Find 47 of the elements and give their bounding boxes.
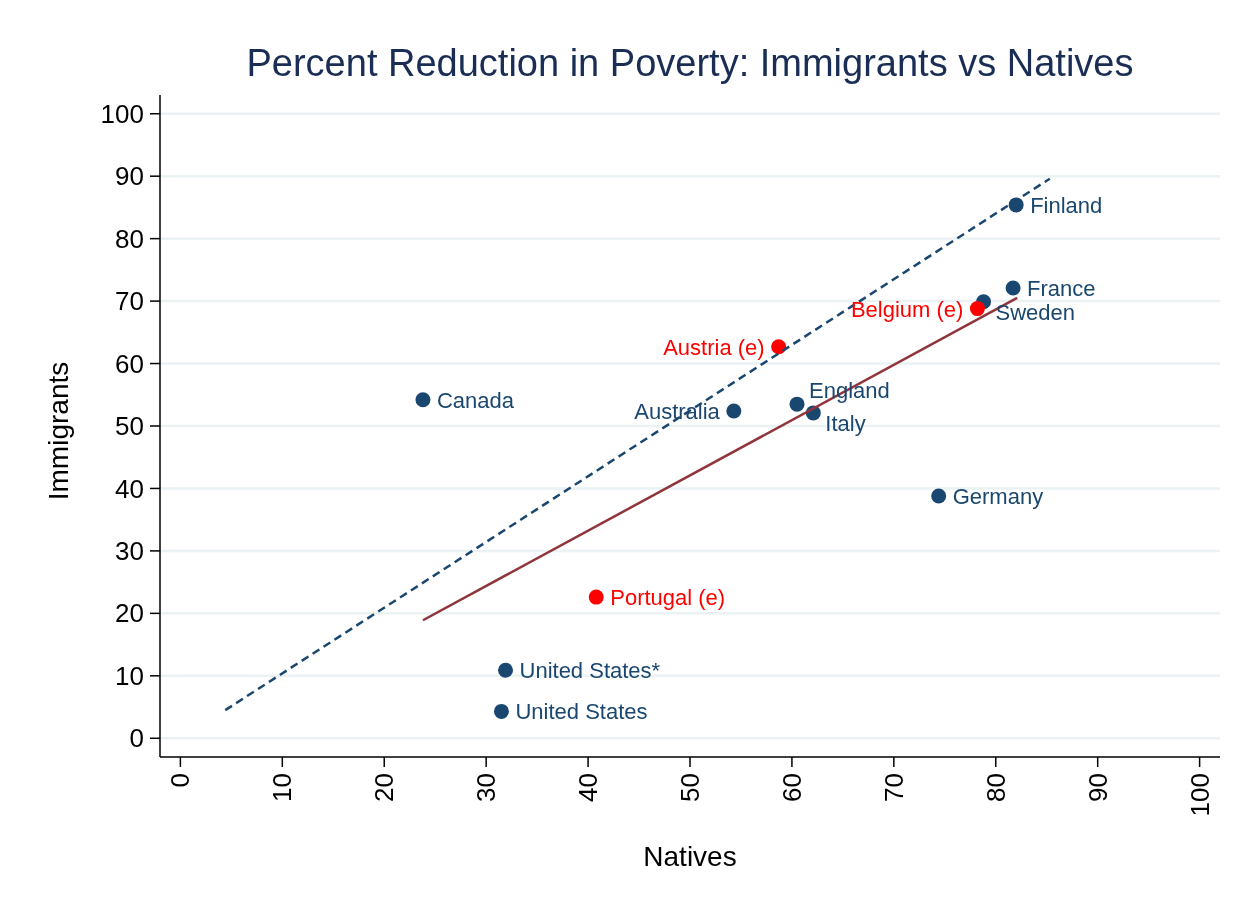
y-tick-label: 50 — [115, 411, 144, 442]
point — [726, 403, 742, 419]
annotation: Belgium (e) — [850, 296, 964, 322]
annotation: Sweden — [995, 299, 1076, 325]
y-tick-label: 40 — [115, 473, 144, 504]
point — [969, 301, 985, 317]
y-tick-label: 60 — [115, 348, 144, 379]
x-tick-label: 70 — [878, 773, 909, 802]
x-tick-label: 100 — [1184, 773, 1215, 817]
x-tick-label: 10 — [267, 773, 298, 802]
x-tick-label: 40 — [573, 773, 604, 802]
x-tick-label: 80 — [980, 773, 1011, 802]
point — [789, 396, 805, 412]
x-tick-label: 90 — [1082, 773, 1113, 802]
x-tick-label: 60 — [777, 773, 808, 802]
y-axis-title: Immigrants — [43, 361, 74, 501]
y-tick-label: 90 — [115, 161, 144, 192]
annotation: Italy — [825, 410, 866, 436]
annotation: France — [1027, 275, 1096, 301]
x-tick-label: 30 — [471, 773, 502, 802]
annotation: Portugal (e) — [610, 585, 726, 611]
y-tick-label: 20 — [115, 598, 144, 629]
annotation: United States — [515, 699, 648, 725]
point — [493, 703, 509, 719]
y-tick-label: 70 — [115, 286, 144, 317]
x-tick-label: 0 — [165, 773, 196, 788]
y-tick-label: 10 — [115, 660, 144, 691]
x-tick-label: 50 — [675, 773, 706, 802]
point — [498, 662, 514, 678]
point — [771, 339, 787, 355]
annotation: Austria (e) — [663, 334, 765, 360]
annotation: Canada — [436, 387, 515, 413]
x-axis-title: Natives — [643, 841, 737, 872]
point — [588, 589, 604, 605]
y-tick-label: 100 — [100, 98, 144, 129]
annotation: Germany — [952, 483, 1044, 509]
y-tick-label: 30 — [115, 536, 144, 567]
y-tick-label: 80 — [115, 223, 144, 254]
chart-title: Percent Reduction in Poverty: Immigrants vs Natives — [246, 42, 1134, 84]
annotation: Australia — [634, 399, 721, 425]
point — [415, 392, 431, 408]
y-tick-label: 0 — [129, 723, 144, 754]
point — [931, 488, 947, 504]
x-tick-label: 20 — [369, 773, 400, 802]
point — [1005, 280, 1021, 296]
annotation: United States* — [519, 658, 661, 684]
annotation: Finland — [1030, 192, 1103, 218]
